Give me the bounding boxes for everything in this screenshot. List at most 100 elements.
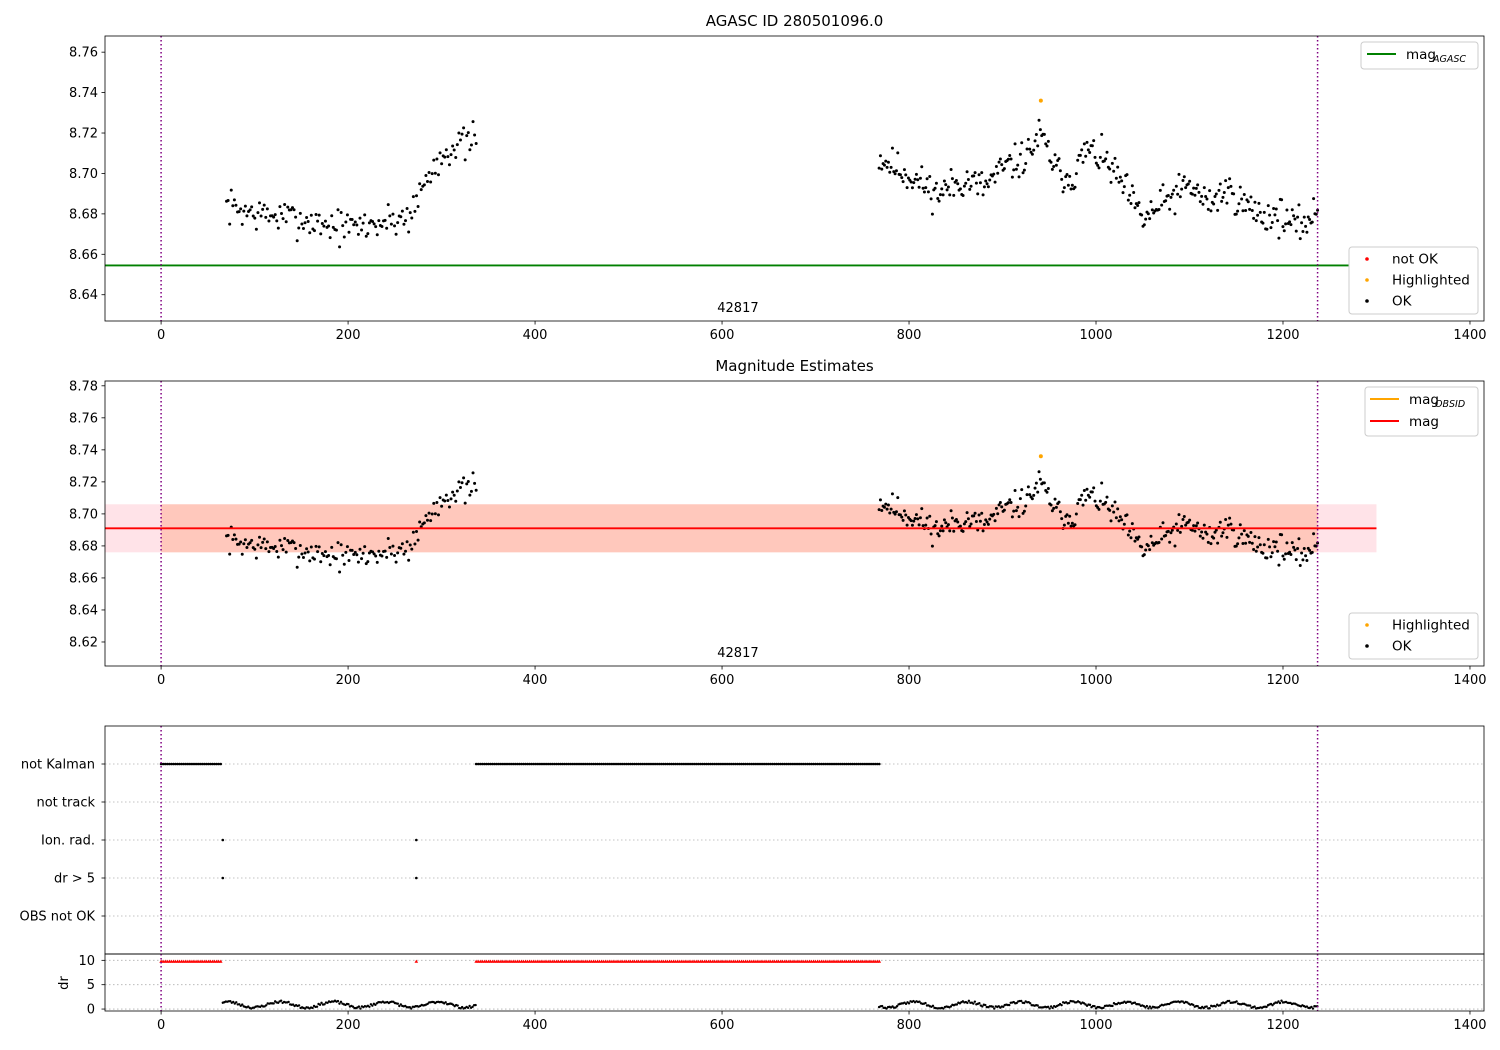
panel-dr: 0 5 10 dr 0 200 400 600 800 1000 1200 1400 — [57, 953, 1487, 1033]
flag-point — [215, 762, 218, 766]
ok-point — [455, 143, 459, 147]
ok-point — [1265, 227, 1269, 231]
ok-point — [415, 194, 419, 198]
ok-point — [259, 546, 263, 550]
ok-point — [284, 220, 288, 224]
legend-marker-ok — [1365, 644, 1369, 648]
ok-point — [408, 211, 412, 215]
ok-point — [1173, 544, 1177, 548]
ok-point — [893, 512, 897, 516]
ok-point — [228, 222, 232, 226]
ok-point — [458, 138, 462, 142]
ok-point — [918, 516, 922, 520]
ok-point — [973, 171, 977, 175]
flag-point — [822, 762, 826, 766]
ok-point — [1237, 536, 1241, 540]
ok-point — [400, 209, 404, 213]
ok-point — [1269, 555, 1273, 559]
ok-point — [920, 507, 924, 511]
ok-point — [1098, 499, 1102, 503]
dr-point — [1111, 1004, 1114, 1008]
ok-point — [1157, 540, 1161, 544]
ok-point — [1300, 551, 1304, 555]
ok-point — [1246, 200, 1250, 204]
ok-point — [1014, 509, 1018, 513]
ok-point — [344, 550, 348, 554]
dr-point — [991, 1005, 994, 1008]
dr-point — [1248, 1004, 1252, 1007]
ok-point — [1297, 203, 1301, 207]
flag-point — [637, 762, 640, 766]
ok-point — [231, 204, 235, 208]
flag-point — [840, 762, 844, 766]
ok-point — [1214, 192, 1218, 196]
panel2-legend-points-box — [1348, 612, 1479, 660]
ok-point — [1117, 519, 1121, 523]
flag-point — [808, 762, 811, 766]
dr-point — [1305, 1005, 1309, 1008]
ok-point — [930, 544, 934, 548]
ok-point — [386, 537, 390, 541]
flag-point — [202, 762, 206, 766]
ok-point — [1070, 521, 1074, 525]
flag-point — [668, 762, 671, 766]
ok-point — [436, 513, 440, 517]
ok-point — [1069, 187, 1073, 191]
ok-point — [1034, 133, 1038, 137]
ok-point — [1301, 230, 1305, 234]
flag-point — [546, 762, 550, 766]
ok-point — [316, 550, 320, 554]
ok-point — [969, 184, 973, 188]
ok-point — [1266, 537, 1270, 541]
ok-point — [925, 177, 929, 181]
dr-point — [1102, 1006, 1105, 1010]
ok-point — [432, 158, 436, 162]
dr-point — [1311, 1007, 1315, 1010]
ok-point — [1112, 510, 1116, 514]
flag-point — [752, 762, 756, 766]
flag-point — [863, 762, 867, 766]
ok-point — [1036, 490, 1040, 494]
flag-point — [600, 762, 603, 766]
dr-point — [1020, 999, 1023, 1003]
ok-point — [977, 173, 981, 177]
ok-point — [239, 540, 243, 544]
legend-marker-highlighted — [1365, 278, 1369, 282]
ok-point — [352, 553, 356, 557]
ok-point — [930, 212, 934, 216]
flag-point — [773, 762, 776, 766]
ok-point — [1289, 223, 1293, 227]
ok-point — [429, 180, 433, 184]
ok-point — [1248, 207, 1252, 211]
ok-point — [1257, 536, 1261, 540]
ok-point — [466, 131, 470, 135]
ok-point — [1194, 186, 1198, 190]
ok-point — [327, 224, 331, 228]
dr-point — [972, 1002, 975, 1005]
panel2-y-tick-label: 8.74 — [69, 443, 98, 458]
ok-point — [906, 176, 910, 180]
dr-point — [359, 1007, 362, 1010]
ok-point — [399, 546, 403, 550]
ok-point — [267, 550, 271, 554]
ok-point — [309, 213, 313, 217]
ok-point — [275, 219, 279, 223]
panel1-y-tick-label: 8.66 — [69, 248, 98, 263]
ok-point — [353, 220, 357, 224]
ok-point — [462, 476, 466, 480]
ok-point — [358, 216, 362, 220]
ok-point — [1301, 558, 1305, 562]
dr-point — [466, 1006, 470, 1010]
ok-point — [1225, 535, 1229, 539]
ok-point — [1218, 520, 1222, 524]
ok-point — [1285, 208, 1289, 212]
ok-point — [460, 481, 464, 485]
flag-point — [768, 762, 772, 766]
ok-point — [1002, 167, 1006, 171]
flag-point — [672, 762, 675, 766]
ok-point — [308, 231, 312, 235]
legend-mag-agasc-label: mag — [1406, 47, 1436, 63]
flag-point — [622, 762, 626, 766]
flag-point — [832, 762, 836, 766]
